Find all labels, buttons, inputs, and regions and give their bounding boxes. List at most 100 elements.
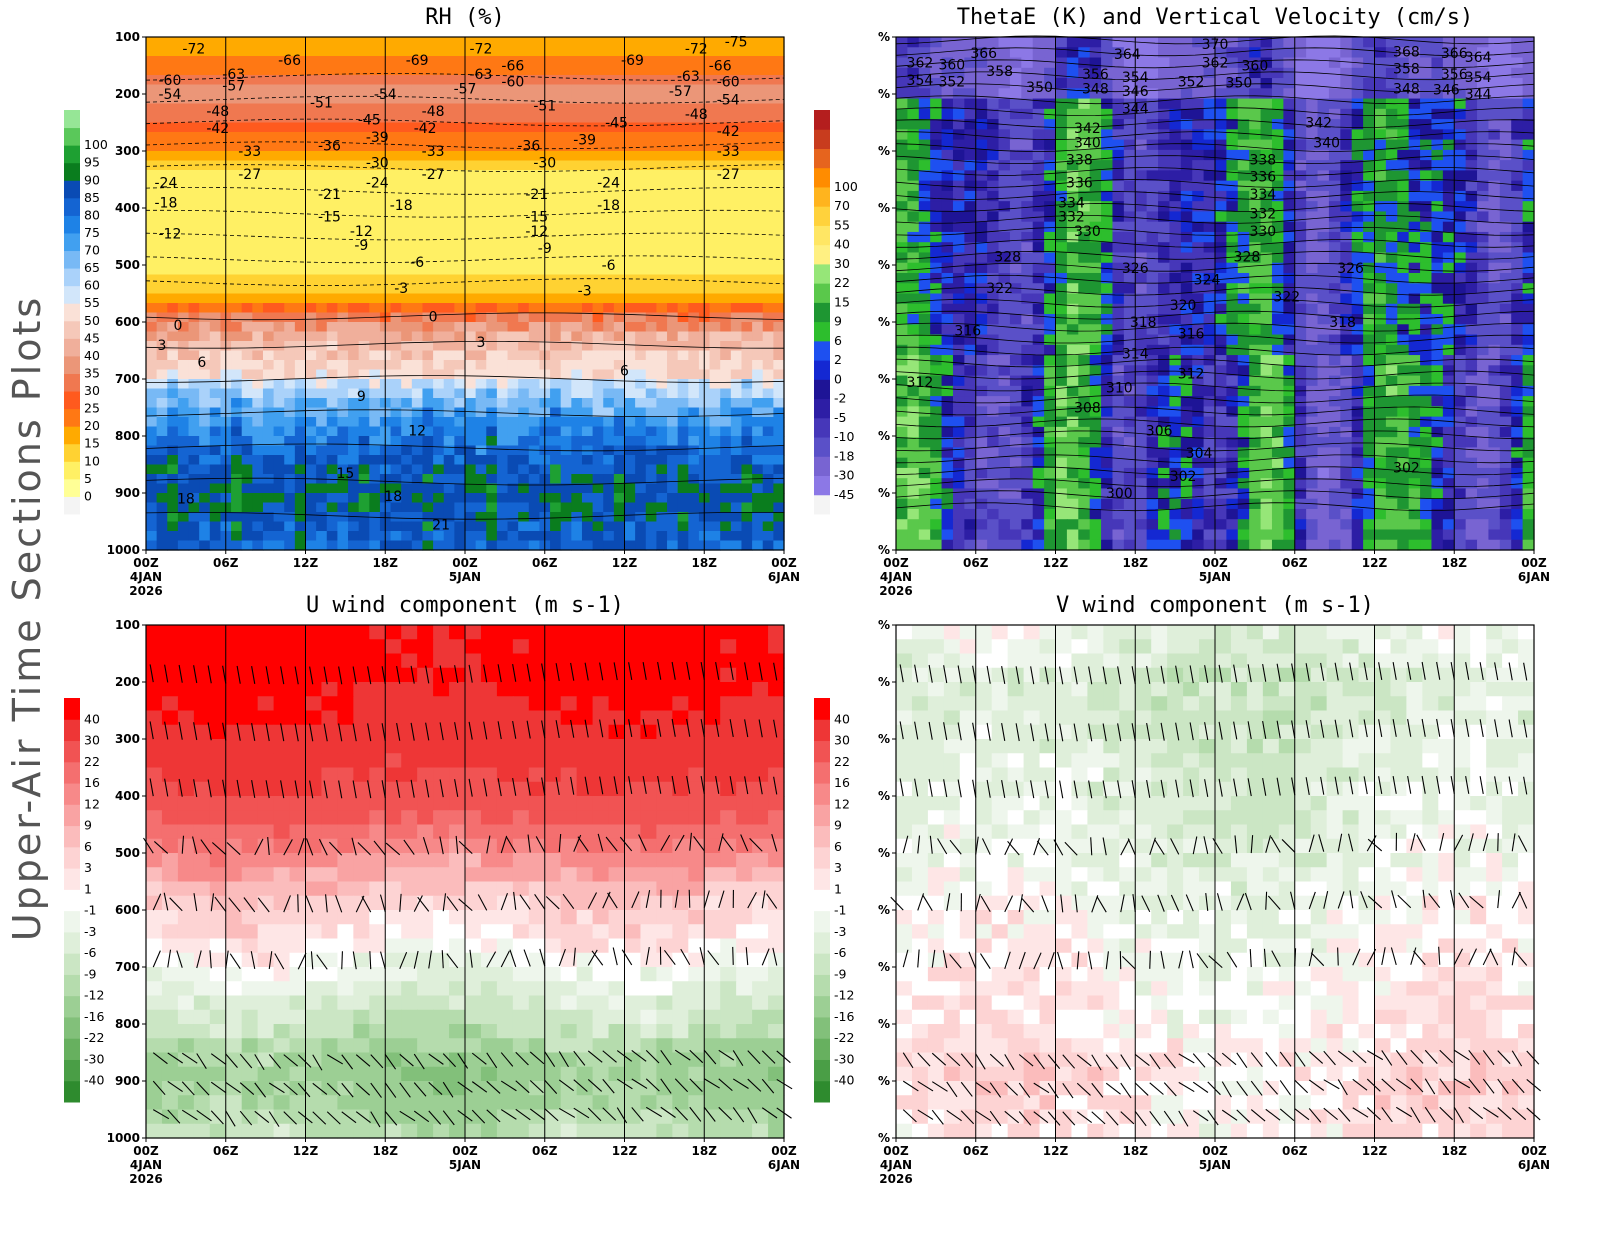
field-cell [316,265,328,276]
field-cell [930,139,943,151]
field-cell [252,160,264,171]
field-cell [305,170,317,181]
field-cell [273,303,285,314]
field-cell [677,341,689,352]
field-cell [433,398,445,409]
field-cell [1226,78,1239,89]
field-cell [390,474,402,485]
contour-label: -69 [621,53,644,69]
field-cell [603,417,615,428]
field-cell [1066,231,1079,243]
field-cell [316,521,328,532]
field-cell [443,540,455,551]
field-cell [1044,160,1057,171]
field-cell [645,37,657,48]
field-cell [560,312,572,323]
field-cell [1089,88,1102,100]
field-cell [294,474,307,485]
field-cell [1271,293,1284,305]
field-cell [741,426,753,437]
field-cell [443,303,455,314]
field-cell [1066,108,1079,120]
field-cell [1499,314,1512,325]
field-cell [1442,78,1455,89]
field-cell [443,284,455,295]
field-cell [146,360,158,371]
field-cell [294,502,307,513]
field-cell [560,331,572,342]
field-cell [550,208,562,219]
field-cell [146,198,158,209]
field-cell [1431,211,1444,223]
field-cell [390,236,402,247]
field-cell [1123,262,1136,274]
field-cell [241,512,253,523]
field-cell [1499,139,1512,151]
field-cell [1158,88,1171,100]
field-cell [209,531,222,542]
field-cell [1089,47,1102,59]
field-cell [284,436,296,447]
field-cell [348,322,360,333]
field-cell [688,274,700,285]
field-cell [773,331,785,342]
field-cell [1397,252,1410,264]
field-cell [975,201,988,213]
field-cell [603,227,615,238]
field-cell [1420,88,1433,100]
field-cell [762,436,774,447]
field-cell [667,208,679,219]
field-cell [241,198,253,209]
field-cell [677,160,689,171]
field-cell [571,531,583,542]
field-cell [964,119,977,130]
field-cell [411,255,424,266]
field-cell [720,426,732,437]
field-cell [454,293,466,304]
field-cell [635,455,647,466]
field-cell [390,341,402,352]
field-cell [677,217,689,228]
field-cell [1465,190,1478,202]
field-cell [209,379,222,390]
field-cell [1294,303,1307,315]
field-cell [613,388,626,399]
field-cell [560,398,572,409]
field-cell [465,208,477,219]
field-cell [1465,88,1478,100]
field-cell [262,464,275,475]
field-cell [348,331,360,342]
colorbar-label: 30 [84,383,100,398]
field-cell [1499,303,1512,315]
field-cell [1089,57,1102,69]
field-cell [411,341,424,352]
field-cell [762,170,774,181]
field-cell [1454,190,1467,202]
field-cell [231,246,243,257]
field-cell [656,436,668,447]
field-cell [177,56,190,67]
field-cell [571,360,583,371]
field-cell [273,151,285,162]
field-cell [550,94,562,105]
field-cell [603,493,615,504]
field-cell [592,531,604,542]
field-cell [709,255,721,266]
field-cell [518,360,530,371]
contour-label: -66 [501,59,524,75]
field-cell [454,208,466,219]
field-cell [252,56,264,67]
field-cell [1442,252,1455,264]
field-cell [262,322,275,333]
field-cell [209,502,222,513]
contour-label: -66 [278,53,301,69]
field-cell [167,103,179,114]
colorbar-label: 0 [84,488,92,503]
field-cell [1066,201,1079,213]
field-cell [1055,303,1068,315]
field-cell [411,426,424,437]
field-cell [177,417,190,428]
field-cell [209,436,222,447]
field-cell [1317,211,1330,223]
field-cell [709,445,721,456]
